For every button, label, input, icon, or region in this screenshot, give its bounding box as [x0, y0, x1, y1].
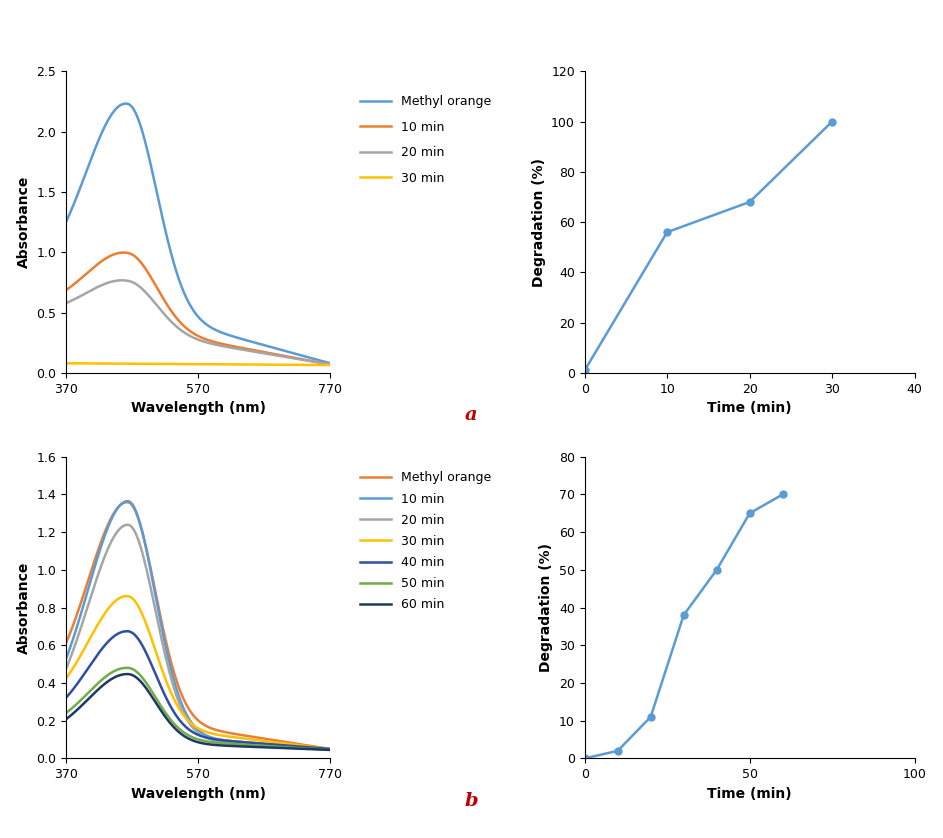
- Text: a: a: [465, 406, 478, 424]
- X-axis label: Wavelength (nm): Wavelength (nm): [130, 787, 266, 800]
- Y-axis label: Absorbance: Absorbance: [17, 561, 31, 654]
- X-axis label: Wavelength (nm): Wavelength (nm): [130, 401, 266, 415]
- Legend: Methyl orange, 10 min, 20 min, 30 min, 40 min, 50 min, 60 min: Methyl orange, 10 min, 20 min, 30 min, 4…: [357, 469, 494, 613]
- Y-axis label: Degradation (%): Degradation (%): [532, 158, 545, 287]
- X-axis label: Time (min): Time (min): [707, 787, 792, 800]
- Y-axis label: Degradation (%): Degradation (%): [539, 543, 554, 672]
- Legend: Methyl orange, 10 min, 20 min, 30 min: Methyl orange, 10 min, 20 min, 30 min: [357, 92, 494, 187]
- X-axis label: Time (min): Time (min): [707, 401, 792, 415]
- Y-axis label: Absorbance: Absorbance: [17, 176, 31, 268]
- Text: b: b: [465, 792, 478, 810]
